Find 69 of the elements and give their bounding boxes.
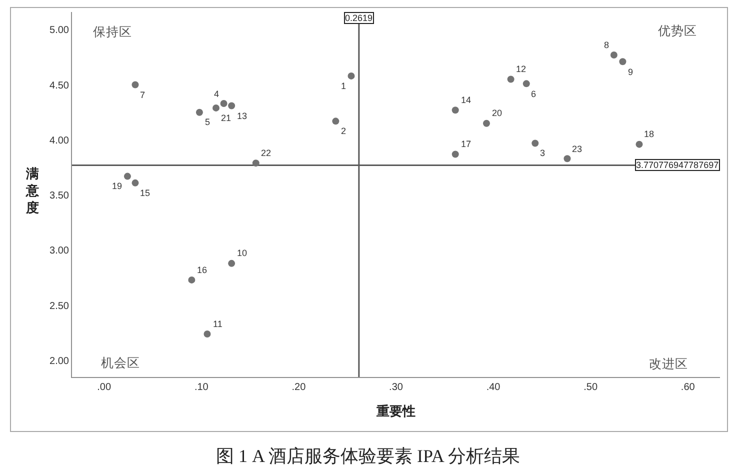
y-tick-label: 5.00 (50, 25, 70, 36)
x-tick-label: .50 (584, 382, 598, 393)
point (212, 104, 220, 112)
point (204, 330, 211, 338)
point (619, 58, 626, 66)
annotation: 2 (341, 126, 346, 136)
annotation: 20 (492, 108, 502, 118)
annotation: 21 (221, 113, 232, 123)
annotation: 保持区 (93, 25, 132, 39)
y-tick-label: 4.50 (50, 80, 70, 92)
annotation: 机会区 (101, 356, 140, 370)
annotation: 19 (112, 181, 122, 191)
annotation: 22 (261, 148, 272, 158)
point (228, 260, 236, 267)
point (482, 120, 490, 127)
annotation: 8 (604, 40, 610, 50)
point (228, 102, 236, 110)
point (196, 108, 203, 116)
point (220, 100, 228, 108)
annotation: 10 (237, 248, 248, 258)
annotation: 5 (205, 117, 210, 127)
y-tick-label: 2.00 (50, 356, 70, 367)
x-tick-label: .60 (680, 382, 696, 393)
y-tick-label: 4.00 (50, 135, 70, 146)
annotation: 7 (140, 90, 146, 100)
annotation: 17 (461, 139, 472, 149)
annotation: 16 (197, 265, 208, 275)
annotation: 1 (341, 81, 346, 91)
point (452, 106, 459, 114)
x-tick-label: .30 (389, 382, 404, 393)
annotation: 6 (531, 89, 536, 99)
caption: 图 1 A 酒店服务体验要素 IPA 分析结果 (216, 446, 520, 466)
x-tick-label: .00 (97, 382, 112, 393)
annotation: 4 (214, 89, 220, 99)
ref-line-label: 3.770776947787697 (636, 160, 719, 170)
annotation: 18 (644, 129, 654, 139)
y-axis-title: 满意度 (25, 166, 40, 215)
annotation: 3 (540, 148, 546, 158)
y-tick-label: 3.50 (50, 190, 70, 202)
annotation: 15 (140, 188, 150, 198)
point (132, 179, 139, 186)
point (348, 72, 355, 80)
annotation: 12 (516, 64, 526, 74)
x-tick-label: .40 (486, 382, 501, 393)
annotation: 优势区 (658, 24, 697, 38)
point (532, 140, 539, 147)
x-tick-label: .10 (194, 382, 209, 393)
point (564, 155, 571, 162)
annotation: 14 (461, 95, 472, 105)
point (636, 140, 643, 148)
point (507, 76, 514, 83)
annotation: 改进区 (649, 357, 688, 371)
point (332, 118, 340, 125)
point (522, 80, 530, 88)
point (132, 81, 139, 88)
annotation: 11 (213, 319, 222, 329)
point (252, 160, 260, 167)
ref-line-label: 0.2619 (345, 13, 373, 23)
y-tick-label: 3.00 (50, 246, 70, 257)
x-tick-label: .20 (292, 382, 306, 393)
annotation: 9 (628, 67, 634, 77)
annotation: 23 (572, 144, 582, 154)
y-tick-label: 2.50 (50, 300, 70, 312)
x-axis-title: 重要性 (376, 404, 416, 419)
point (124, 172, 131, 180)
point (610, 52, 618, 59)
point (452, 150, 459, 158)
annotation: 13 (237, 111, 248, 121)
point (188, 276, 196, 284)
